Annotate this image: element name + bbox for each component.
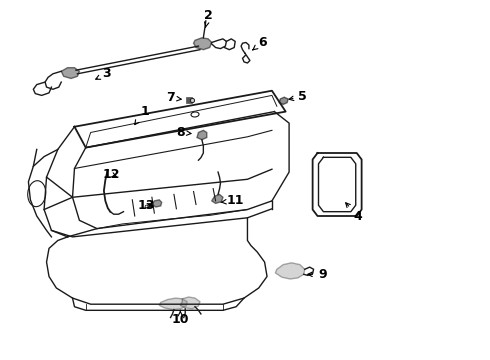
Polygon shape [275,263,305,279]
Polygon shape [279,97,288,104]
Text: 10: 10 [172,310,189,326]
Text: 1: 1 [135,105,149,125]
Polygon shape [152,200,162,207]
Text: 8: 8 [176,126,191,139]
Polygon shape [180,297,200,309]
Text: 6: 6 [253,36,267,50]
Text: 7: 7 [166,91,181,104]
Text: 2: 2 [204,9,213,27]
Text: 12: 12 [103,168,121,181]
Text: 3: 3 [96,67,111,80]
Text: 4: 4 [346,203,362,222]
Polygon shape [212,194,223,203]
Text: 5: 5 [289,90,307,103]
Polygon shape [61,68,79,78]
Text: 13: 13 [137,199,155,212]
Text: 11: 11 [221,194,244,207]
Text: 9: 9 [308,268,327,281]
Polygon shape [159,298,187,310]
Polygon shape [197,130,207,140]
Polygon shape [194,38,212,50]
